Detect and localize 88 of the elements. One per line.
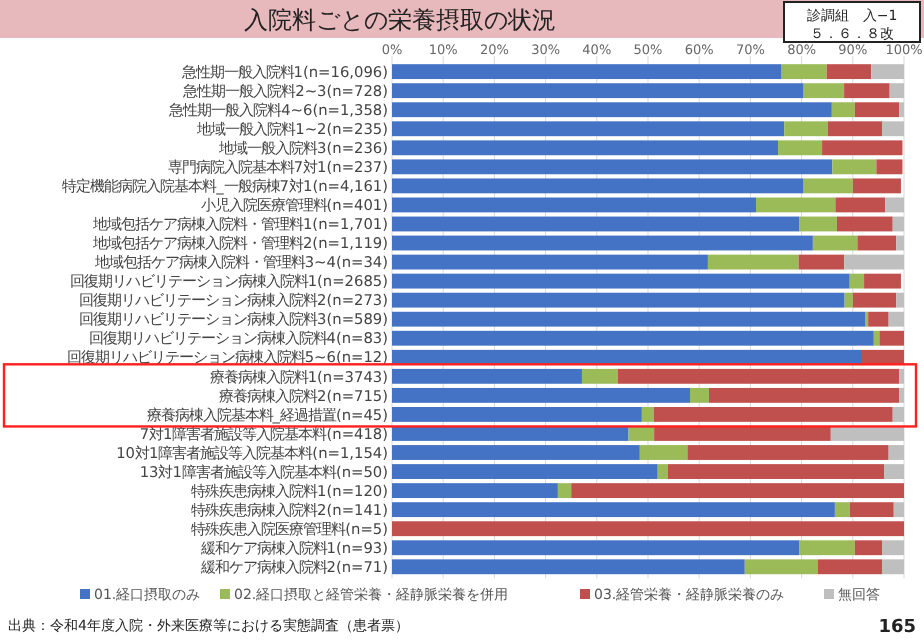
bar	[854, 540, 882, 556]
bar	[392, 292, 845, 308]
bar	[781, 64, 827, 80]
bar	[392, 273, 850, 289]
bar	[392, 502, 835, 518]
bar	[888, 311, 904, 327]
bar	[876, 159, 903, 175]
bar	[392, 254, 708, 270]
bar	[392, 235, 813, 251]
bar	[889, 83, 904, 99]
bar	[392, 368, 582, 384]
bar	[849, 502, 894, 518]
bar	[557, 483, 572, 499]
bar	[392, 216, 800, 232]
bar	[812, 235, 858, 251]
bar	[778, 140, 823, 156]
bar	[744, 559, 818, 575]
bar	[571, 483, 904, 499]
chart-title: 入院料ごとの栄養摂取の状況	[244, 6, 556, 34]
bar	[392, 311, 866, 327]
bar	[881, 121, 904, 137]
bar	[879, 330, 904, 346]
bar	[832, 159, 877, 175]
bar	[392, 407, 642, 422]
bar	[844, 292, 853, 308]
bar	[854, 102, 900, 118]
bar	[849, 273, 865, 289]
bar	[784, 121, 828, 137]
bar	[881, 540, 904, 556]
bar	[392, 540, 800, 556]
bar	[392, 483, 558, 499]
bar	[392, 559, 745, 575]
bar	[836, 216, 893, 232]
bar	[392, 159, 833, 175]
bar	[392, 197, 757, 213]
text: 165	[878, 618, 916, 638]
bar	[392, 178, 804, 194]
bar	[798, 254, 845, 270]
bar	[617, 368, 900, 384]
bar	[687, 445, 889, 460]
bar	[852, 292, 897, 308]
bar	[826, 64, 872, 80]
bar	[896, 292, 904, 308]
bar	[799, 540, 855, 556]
bar	[892, 216, 904, 232]
bar	[884, 464, 904, 479]
bar	[881, 559, 904, 575]
bar	[708, 387, 900, 403]
bar	[657, 464, 668, 479]
bar	[857, 235, 897, 251]
bar	[667, 464, 885, 479]
bar	[893, 502, 904, 518]
bar	[707, 254, 799, 270]
bar	[392, 464, 658, 479]
bar	[392, 64, 782, 80]
bar	[831, 102, 855, 118]
bar	[641, 407, 654, 422]
bar	[822, 140, 903, 156]
bar	[392, 140, 779, 156]
bar	[864, 273, 901, 289]
bar	[803, 83, 845, 99]
bar	[392, 83, 804, 99]
bar	[799, 216, 837, 232]
bar	[392, 330, 874, 346]
bar	[885, 197, 904, 213]
bar	[835, 197, 886, 213]
bar	[392, 445, 640, 460]
bar	[871, 64, 904, 80]
bar	[892, 407, 904, 422]
bar	[756, 197, 836, 213]
bar	[392, 102, 832, 118]
bar	[581, 368, 618, 384]
bar	[653, 407, 893, 422]
bar	[888, 445, 904, 460]
bar	[844, 254, 904, 270]
bar	[639, 445, 688, 460]
bar	[834, 502, 850, 518]
bar	[827, 121, 882, 137]
bar	[817, 559, 882, 575]
bar	[844, 83, 890, 99]
bar	[896, 235, 904, 251]
bar	[392, 387, 690, 403]
bar	[689, 387, 709, 403]
bar	[392, 521, 904, 537]
bar	[803, 178, 853, 194]
bar	[392, 121, 785, 137]
bar	[852, 178, 901, 194]
bar	[868, 311, 889, 327]
